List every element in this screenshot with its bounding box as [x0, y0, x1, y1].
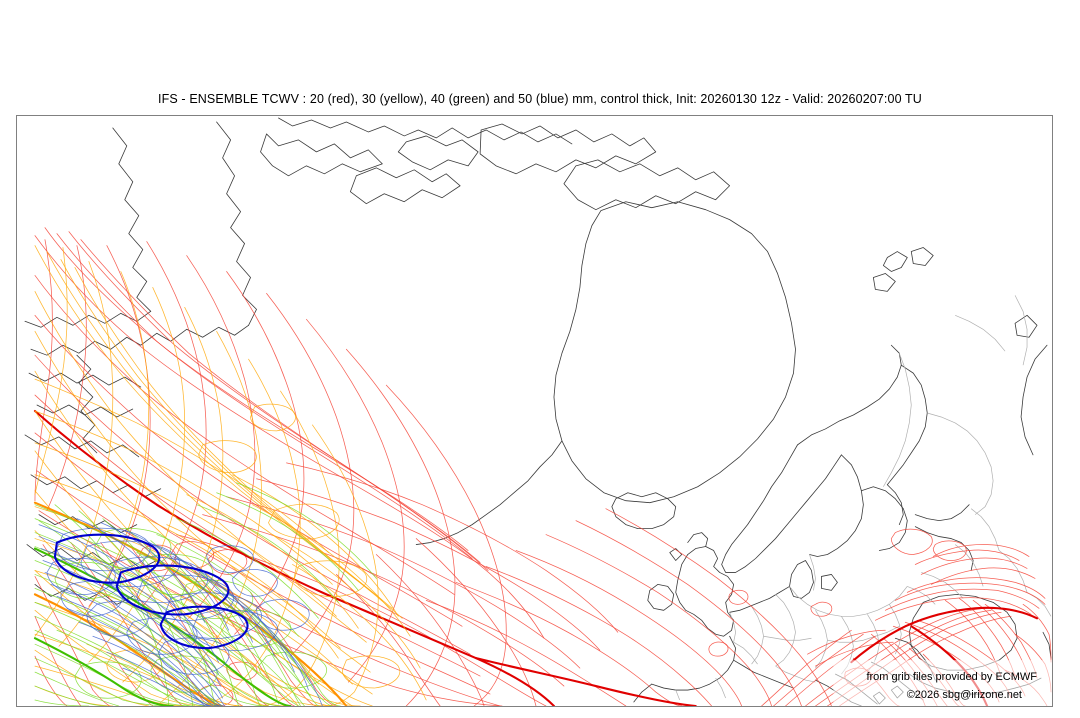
attribution-backing — [833, 660, 1052, 706]
control-contour-50mm-blue — [53, 533, 249, 650]
page-title: IFS - ENSEMBLE TCWV : 20 (red), 30 (yell… — [158, 92, 922, 106]
country-borders-layer — [675, 295, 1052, 701]
map-panel[interactable]: from grib files provided by ECMWF ©2026 … — [16, 115, 1053, 707]
coastlines-layer — [24, 117, 1052, 706]
contour-group-50mm-blue — [38, 518, 323, 706]
control-contour-40mm-green — [33, 547, 292, 706]
ensemble-contour-map — [24, 117, 1052, 706]
